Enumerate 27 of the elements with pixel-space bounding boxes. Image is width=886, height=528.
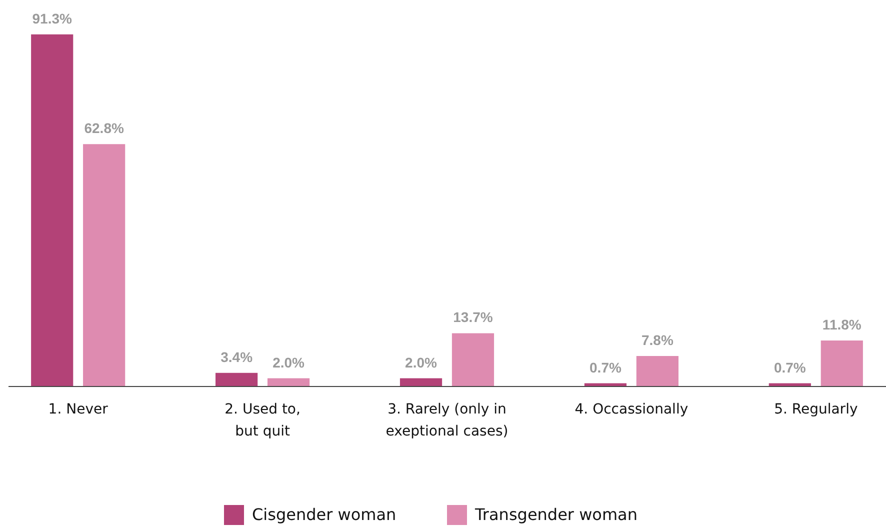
data-label: 0.7% [774,359,806,376]
bar [216,372,258,386]
bar [400,378,442,386]
bar [636,356,678,386]
data-label: 62.8% [84,120,124,136]
x-tick-label: 4. Occassionally [574,402,688,418]
data-label: 2.0% [405,354,438,370]
data-label: 7.8% [641,332,674,348]
data-label: 2.0% [272,354,306,370]
bar [267,378,310,386]
x-tick-label: 1. Never [48,402,108,418]
bar [584,383,627,386]
data-label: 91.3% [32,10,72,26]
legend-label: Transgender woman [474,505,638,524]
data-label: 3.4% [220,348,254,365]
x-tick-label: 2. Used to, but quit [224,402,300,440]
data-label: 0.7% [590,359,622,376]
x-tick-label: 5. Regularly [774,402,858,418]
bar [83,144,126,386]
x-tick-label: 3. Rarely (only in exeptional cases) [386,402,508,440]
bar [820,340,863,386]
data-label: 11.8% [822,316,862,333]
bar [768,383,811,386]
data-label: 13.7% [453,309,494,326]
bar [31,34,74,386]
legend-label: Cisgender woman [252,505,396,524]
bar [452,333,494,386]
